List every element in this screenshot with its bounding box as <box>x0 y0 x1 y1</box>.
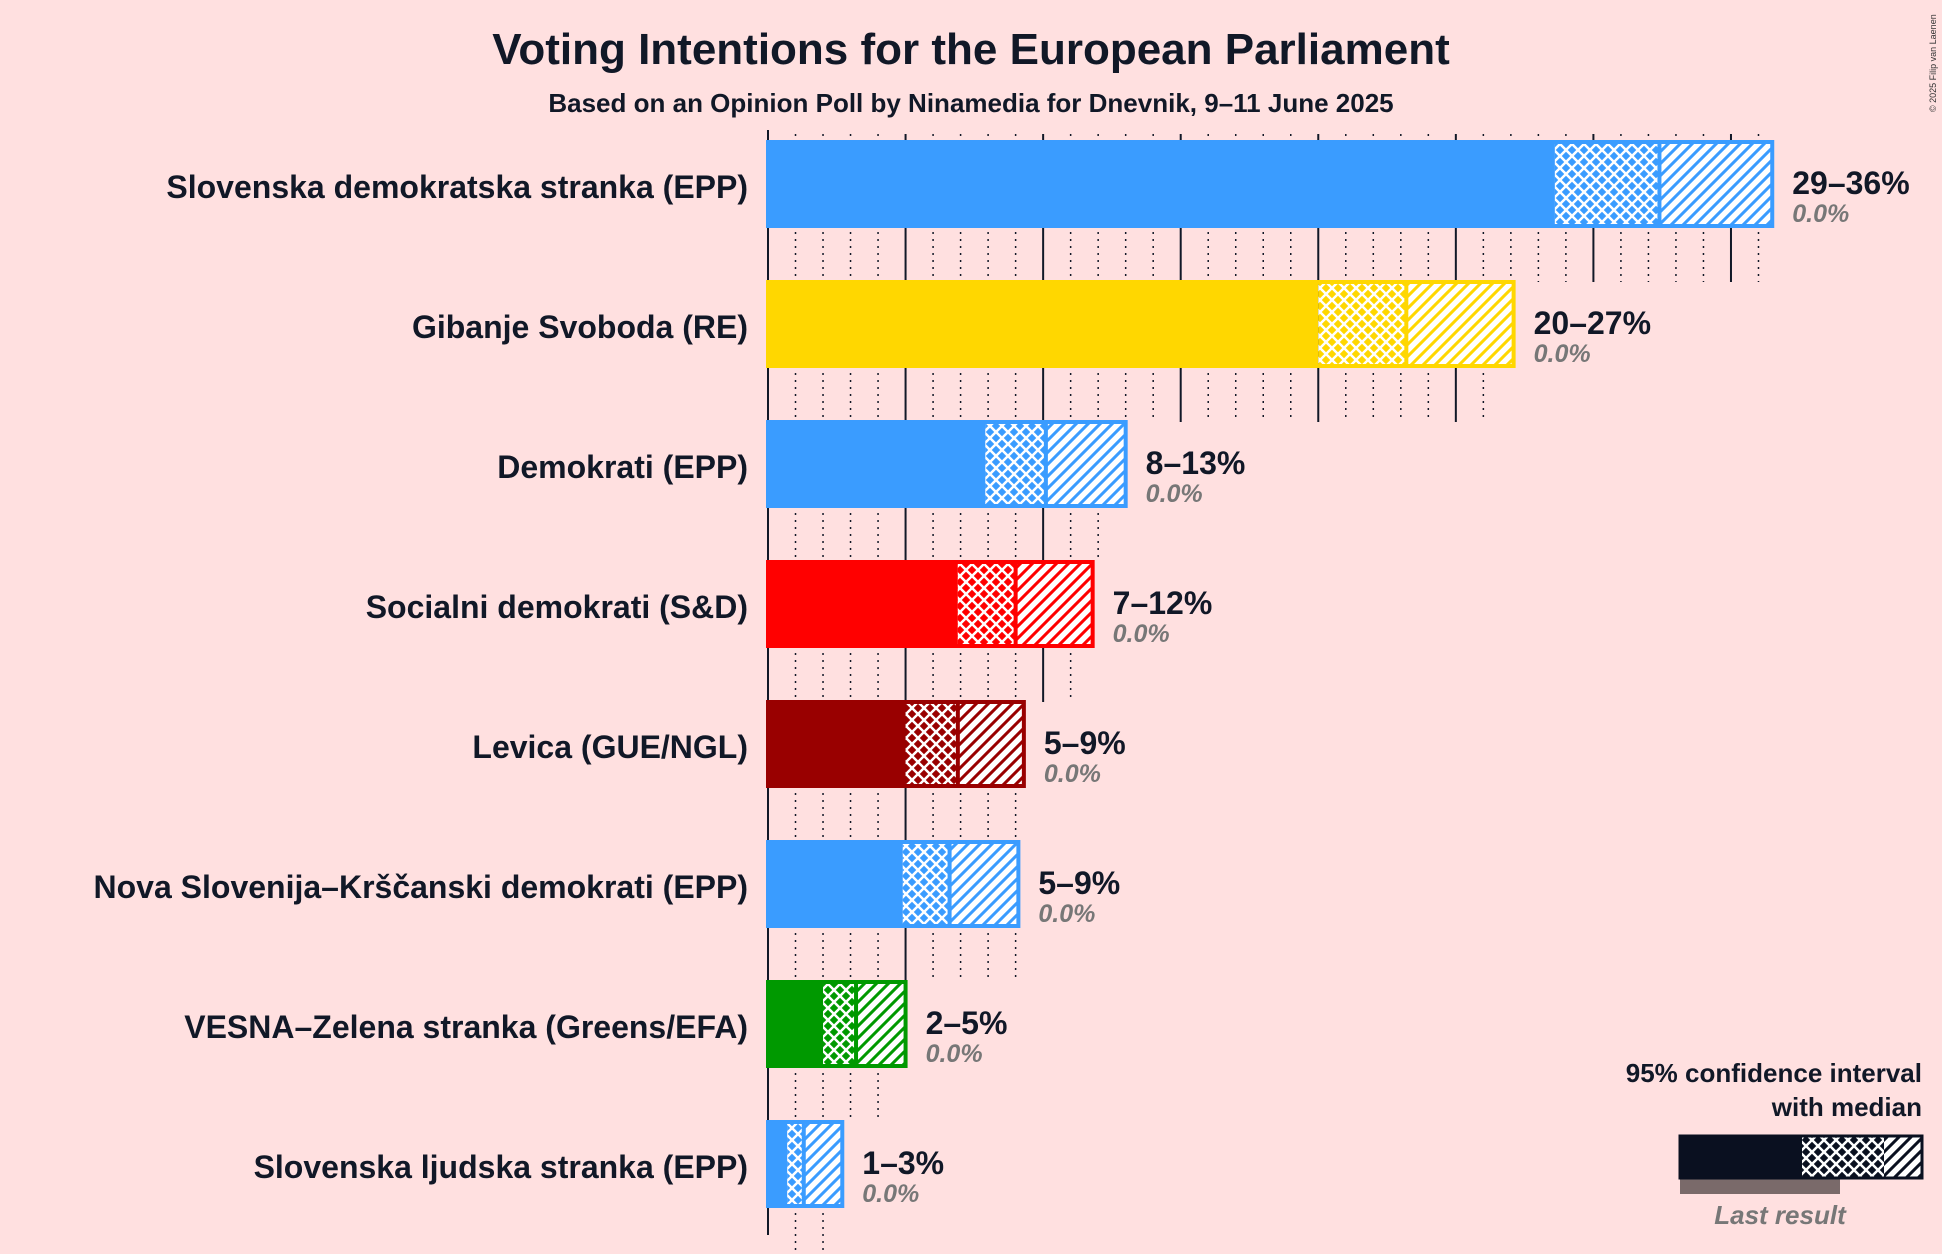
bar-outline <box>766 280 1516 368</box>
bar-solid <box>768 422 986 506</box>
legend-ci-upper <box>1884 1136 1922 1178</box>
bar-ci-upper <box>957 702 1024 786</box>
legend-ci-lower <box>1802 1136 1884 1178</box>
range-label: 8–13% <box>1146 445 1246 481</box>
copyright-notice: © 2025 Filip van Laenen <box>1928 14 1938 112</box>
bar-ci-upper <box>1406 282 1514 366</box>
bar-ci-upper <box>803 1122 843 1206</box>
legend-outline <box>1678 1134 1924 1180</box>
party-label: Socialni demokrati (S&D) <box>366 589 748 625</box>
party-label: Nova Slovenija–Krščanski demokrati (EPP) <box>94 869 748 905</box>
bar-group: Gibanje Svoboda (RE) 20–27%0.0% <box>412 280 1651 368</box>
bar-group: Socialni demokrati (S&D) 7–12%0.0% <box>366 560 1213 648</box>
bar-outline <box>766 560 1095 648</box>
bar-ci-lower <box>1554 142 1660 226</box>
bar-solid <box>768 842 903 926</box>
last-result-label: 0.0% <box>1792 200 1849 228</box>
legend-line1: 95% confidence interval <box>1626 1058 1922 1088</box>
legend-solid <box>1680 1136 1802 1178</box>
range-label: 7–12% <box>1113 585 1213 621</box>
party-label: Slovenska demokratska stranka (EPP) <box>166 169 748 205</box>
bar-ci-upper <box>1659 142 1773 226</box>
bar-group: Slovenska demokratska stranka (EPP) 29–36… <box>166 140 1910 228</box>
bar-ci-lower <box>787 1122 804 1206</box>
bar-ci-upper <box>949 842 1019 926</box>
bar-outline <box>766 420 1128 508</box>
range-label: 29–36% <box>1792 165 1909 201</box>
party-label: Slovenska ljudska stranka (EPP) <box>254 1149 748 1185</box>
bar-solid <box>768 562 958 646</box>
bar-solid <box>768 282 1319 366</box>
chart-title: Voting Intentions for the European Parli… <box>492 25 1450 74</box>
bar-ci-upper <box>1045 422 1126 506</box>
bar-ci-lower <box>1318 282 1407 366</box>
bar-group: Nova Slovenija–Krščanski demokrati (EPP)… <box>94 840 1120 928</box>
bar-solid <box>768 702 906 786</box>
bar-ci-upper <box>856 982 906 1066</box>
bar-group: VESNA–Zelena stranka (Greens/EFA) 2–5%0.0… <box>184 980 1008 1068</box>
bar-ci-upper <box>1015 562 1093 646</box>
range-label: 1–3% <box>862 1145 944 1181</box>
range-label: 20–27% <box>1534 305 1651 341</box>
bar-group: Demokrati (EPP) 8–13%0.0% <box>497 420 1246 508</box>
last-result-label: 0.0% <box>1534 340 1591 368</box>
last-result-label: 0.0% <box>1044 760 1101 788</box>
bar-ci-lower <box>902 842 950 926</box>
chart-subtitle: Based on an Opinion Poll by Ninamedia fo… <box>548 88 1393 118</box>
range-label: 5–9% <box>1038 865 1120 901</box>
legend-line2: with median <box>1771 1092 1922 1122</box>
party-label: Levica (GUE/NGL) <box>472 729 748 765</box>
party-label: Demokrati (EPP) <box>497 449 748 485</box>
bar-ci-lower <box>985 422 1046 506</box>
last-result-label: 0.0% <box>862 1180 919 1208</box>
party-label: Gibanje Svoboda (RE) <box>412 309 748 345</box>
bar-outline <box>766 1120 845 1208</box>
bar-ci-lower <box>823 982 857 1066</box>
bar-outline <box>766 980 908 1068</box>
bar-ci-lower <box>905 702 958 786</box>
legend-last-result: Last result <box>1714 1200 1847 1230</box>
bar-solid <box>768 142 1555 226</box>
bar-ci-lower <box>957 562 1016 646</box>
last-result-label: 0.0% <box>1038 900 1095 928</box>
party-label: VESNA–Zelena stranka (Greens/EFA) <box>184 1009 748 1045</box>
bar-solid <box>768 1122 788 1206</box>
range-label: 2–5% <box>926 1005 1008 1041</box>
bar-group: Levica (GUE/NGL) 5–9%0.0% <box>472 700 1126 788</box>
bar-group: Slovenska ljudska stranka (EPP) 1–3%0.0% <box>254 1120 944 1208</box>
bar-outline <box>766 140 1775 228</box>
bar-solid <box>768 982 824 1066</box>
range-label: 5–9% <box>1044 725 1126 761</box>
bars-layer: Slovenska demokratska stranka (EPP) 29–36… <box>94 140 1910 1208</box>
last-result-label: 0.0% <box>1146 480 1203 508</box>
last-result-label: 0.0% <box>926 1040 983 1068</box>
bar-outline <box>766 840 1021 928</box>
last-result-label: 0.0% <box>1113 620 1170 648</box>
legend: 95% confidence interval with median Last… <box>1626 1058 1924 1230</box>
legend-last-result-bar <box>1680 1176 1840 1194</box>
bar-outline <box>766 700 1026 788</box>
